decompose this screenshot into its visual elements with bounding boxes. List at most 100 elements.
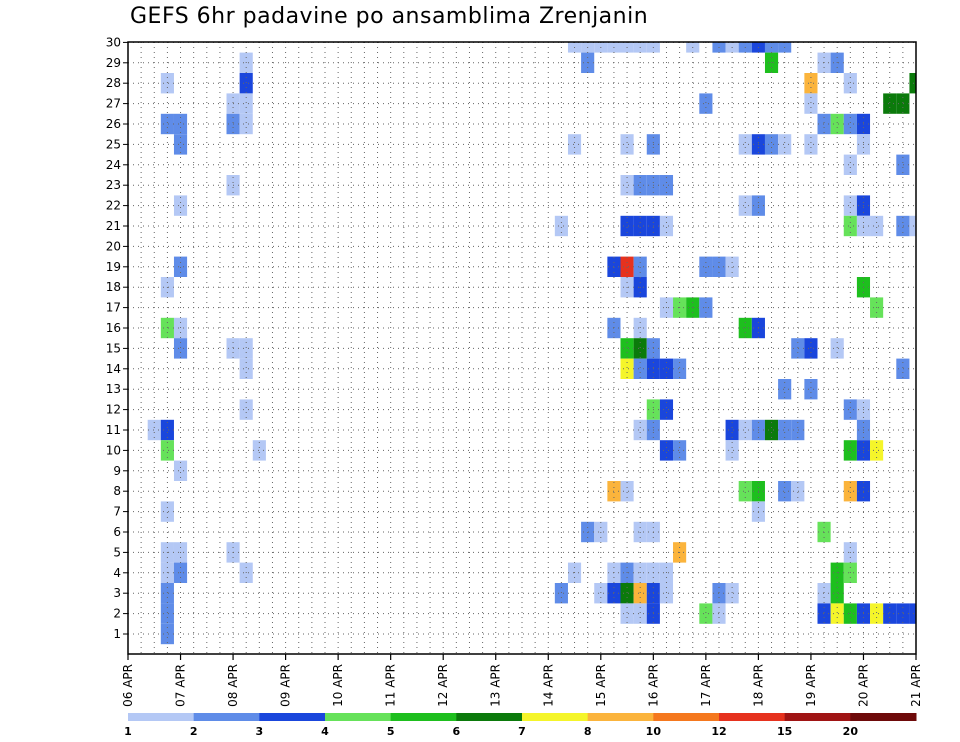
heatmap-cell (843, 481, 857, 502)
heatmap-cell (725, 440, 739, 461)
heatmap-cell (620, 134, 634, 155)
heatmap-cell (843, 215, 857, 237)
y-tick-label: 11 (106, 423, 121, 437)
y-tick-label: 21 (106, 219, 121, 233)
heatmap-cell (239, 73, 253, 94)
heatmap-cell (764, 134, 779, 155)
heatmap-cell (896, 358, 910, 379)
heatmap-cell (830, 603, 844, 624)
heatmap-cell (160, 583, 174, 604)
chart-title: GEFS 6hr padavine po ansamblima Zrenjani… (130, 4, 649, 29)
y-tick-label: 15 (106, 341, 121, 355)
legend-label: 5 (387, 725, 395, 738)
heatmap-cell (673, 358, 687, 379)
heatmap-cell (239, 93, 253, 114)
legend-label: 7 (518, 725, 526, 738)
heatmap-cell (764, 419, 779, 441)
heatmap-cell (870, 440, 884, 461)
heatmap-cell (659, 215, 674, 237)
heatmap-cell (843, 195, 857, 216)
heatmap-cell (804, 338, 818, 359)
heatmap-cells (147, 42, 916, 645)
heatmap-cell (817, 113, 831, 135)
legend-label: 10 (646, 725, 662, 738)
heatmap-cell (659, 440, 674, 461)
legend-swatch (456, 713, 523, 721)
heatmap-cell (778, 379, 792, 400)
x-tick-label: 12 APR (436, 664, 450, 707)
y-tick-label: 24 (106, 158, 121, 172)
heatmap-cell (620, 481, 634, 502)
heatmap-cell (633, 419, 647, 441)
heatmap-cell (843, 603, 857, 624)
y-tick-label: 26 (106, 117, 121, 131)
heatmap-cell (160, 501, 174, 522)
x-tick-label: 19 APR (804, 664, 818, 707)
heatmap-cell (725, 583, 739, 604)
heatmap-cell (738, 195, 752, 216)
heatmap-cell (830, 338, 844, 359)
x-tick-label: 20 APR (856, 664, 870, 707)
y-tick-label: 9 (113, 464, 121, 478)
y-tick-label: 12 (106, 403, 121, 417)
heatmap-cell (659, 399, 674, 420)
heatmap-cell (160, 603, 174, 624)
y-tick-label: 10 (106, 443, 121, 457)
heatmap-cell (817, 583, 831, 604)
x-tick-label: 10 APR (331, 664, 345, 707)
legend-label: 2 (190, 725, 198, 738)
heatmap-cell (147, 419, 161, 441)
y-tick-label: 6 (113, 525, 121, 539)
x-tick-label: 13 APR (489, 664, 503, 707)
legend-swatch (850, 713, 917, 721)
heatmap-cell (778, 419, 792, 441)
legend-swatch (784, 713, 851, 721)
heatmap-cell (239, 113, 253, 135)
heatmap-cell (633, 215, 647, 237)
y-tick-label: 8 (113, 484, 121, 498)
y-tick-label: 5 (113, 545, 121, 559)
heatmap-cell (699, 256, 713, 277)
legend-label: 3 (256, 725, 264, 738)
heatmap-cell (896, 154, 910, 175)
grid-lines (128, 41, 916, 654)
y-tick-label: 3 (113, 586, 121, 600)
legend-swatch (193, 713, 260, 721)
legend-label: 6 (453, 725, 461, 738)
y-tick-label: 25 (106, 137, 121, 151)
heatmap-cell (804, 93, 818, 114)
y-tick-label: 7 (113, 505, 121, 519)
legend-label: 8 (584, 725, 592, 738)
heatmap-cell (160, 113, 174, 135)
heatmap-cell (239, 358, 253, 379)
y-tick-label: 30 (106, 35, 121, 49)
heatmap-cell (699, 93, 713, 114)
heatmap-cell (567, 134, 582, 155)
heatmap-cell (830, 583, 844, 604)
heatmap-cell (173, 134, 188, 155)
heatmap-cell (896, 603, 910, 624)
y-tick-label: 29 (106, 56, 121, 70)
legend-swatch (259, 713, 326, 721)
heatmap-cell (738, 419, 752, 441)
heatmap-cell (725, 256, 739, 277)
heatmap-cell (620, 583, 634, 604)
legend-label: 20 (843, 725, 859, 738)
heatmap-cell (725, 419, 739, 441)
heatmap-cell (620, 603, 634, 624)
heatmap-cell (239, 338, 253, 359)
heatmap-cell (843, 154, 857, 175)
x-tick-label: 21 APR (909, 664, 923, 707)
heatmap-cell (778, 134, 792, 155)
y-tick-label: 23 (106, 178, 121, 192)
heatmap-cell (252, 440, 266, 461)
heatmap-cell (843, 73, 857, 94)
y-axis: 1234567891011121314151617181920212223242… (106, 35, 128, 641)
legend-label: 15 (777, 725, 792, 738)
legend-swatch (587, 713, 654, 721)
legend-swatch (653, 713, 720, 721)
y-tick-label: 13 (106, 382, 121, 396)
heatmap-cell (633, 603, 647, 624)
heatmap-cell (804, 134, 818, 155)
